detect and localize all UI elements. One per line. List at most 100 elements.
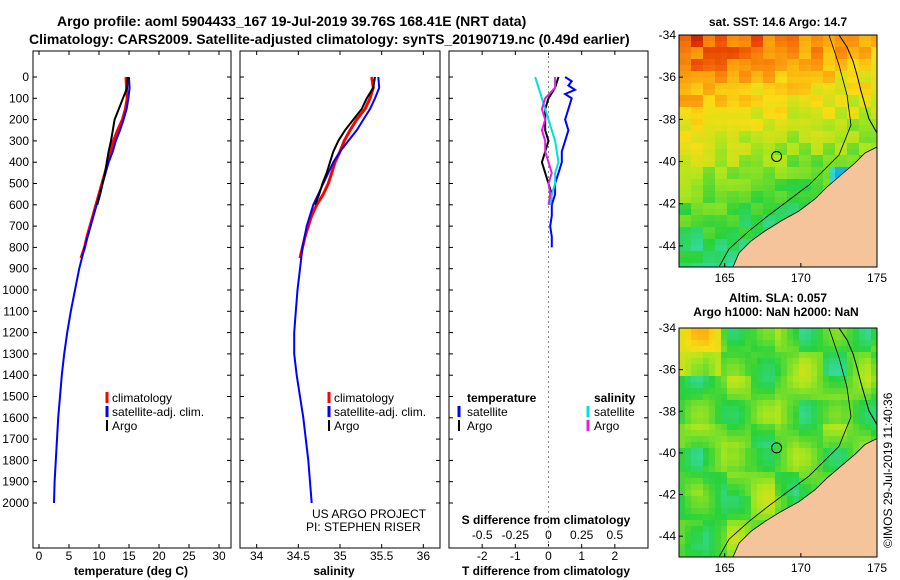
map-cell (751, 472, 757, 478)
map-cell (841, 454, 847, 460)
map-cell (715, 83, 721, 89)
map-cell (739, 466, 745, 472)
map-cell (781, 328, 787, 334)
map-cell (859, 364, 865, 370)
map-cell (829, 406, 835, 412)
map-cell (805, 412, 811, 418)
map-cell (829, 89, 835, 95)
map-cell (757, 448, 763, 454)
map-cell (709, 526, 715, 532)
map-cell (769, 382, 775, 388)
map-cell (829, 167, 835, 173)
map-cell (811, 77, 817, 83)
map-cell (835, 47, 841, 53)
map-cell (715, 77, 721, 83)
map-cell (847, 352, 853, 358)
map-cell (841, 400, 847, 406)
map-cell (727, 544, 733, 550)
map-cell (721, 131, 727, 137)
map-cell (733, 71, 739, 77)
map-cell (811, 155, 817, 161)
map-cell (757, 113, 763, 119)
map-cell (685, 179, 691, 185)
map-cell (835, 406, 841, 412)
map-cell (721, 119, 727, 125)
map-cell (721, 370, 727, 376)
map-cell (859, 143, 865, 149)
map-cell (781, 101, 787, 107)
map-cell (697, 334, 703, 340)
map-cell (775, 107, 781, 113)
map-cell (793, 65, 799, 71)
map-cell (751, 113, 757, 119)
map-cell (859, 83, 865, 89)
map-cell (805, 89, 811, 95)
map-cell (775, 388, 781, 394)
map-cell (799, 376, 805, 382)
map-cell (859, 430, 865, 436)
map-cell (715, 173, 721, 179)
map-cell (781, 454, 787, 460)
map-cell (679, 448, 685, 454)
map-cell (697, 436, 703, 442)
map-cell (703, 544, 709, 550)
map-cell (679, 520, 685, 526)
map-cell (823, 41, 829, 47)
map-cell (757, 436, 763, 442)
map-cell (763, 412, 769, 418)
map-cell (721, 137, 727, 143)
map-cell (817, 412, 823, 418)
map-cell (703, 436, 709, 442)
map-cell (781, 346, 787, 352)
map-cell (739, 119, 745, 125)
map-cell (721, 406, 727, 412)
map-cell (733, 131, 739, 137)
map-cell (763, 65, 769, 71)
map-cell (751, 382, 757, 388)
map-cell (781, 394, 787, 400)
map-cell (697, 466, 703, 472)
map-cell (685, 358, 691, 364)
map-cell (733, 95, 739, 101)
map-cell (703, 376, 709, 382)
map-cell (727, 388, 733, 394)
map-cell (745, 352, 751, 358)
map-cell (865, 77, 871, 83)
map-cell (859, 131, 865, 137)
map-cell (685, 209, 691, 215)
map-cell (799, 149, 805, 155)
map-cell (727, 466, 733, 472)
map-cell (745, 376, 751, 382)
map-cell (685, 388, 691, 394)
series-s-argo (540, 77, 557, 205)
map-cell (733, 412, 739, 418)
map-cell (835, 119, 841, 125)
map-cell (745, 203, 751, 209)
map-cell (751, 47, 757, 53)
map-cell (805, 418, 811, 424)
map-cell (709, 424, 715, 430)
map-cell (781, 191, 787, 197)
map-cell (769, 460, 775, 466)
map-cell (859, 406, 865, 412)
map-cell (679, 490, 685, 496)
map-cell (793, 394, 799, 400)
map-cell (787, 95, 793, 101)
map-cell (757, 394, 763, 400)
map-cell (763, 430, 769, 436)
map-cell (691, 227, 697, 233)
map-cell (787, 346, 793, 352)
map-cell (757, 340, 763, 346)
map-cell (691, 400, 697, 406)
map-cell (763, 59, 769, 65)
map-cell (691, 143, 697, 149)
map-cell (703, 197, 709, 203)
map-cell (715, 185, 721, 191)
map-cell (823, 107, 829, 113)
map-cell (697, 490, 703, 496)
map-cell (763, 418, 769, 424)
map-cell (733, 400, 739, 406)
map-cell (745, 448, 751, 454)
map-cell (715, 490, 721, 496)
map-cell (685, 257, 691, 263)
